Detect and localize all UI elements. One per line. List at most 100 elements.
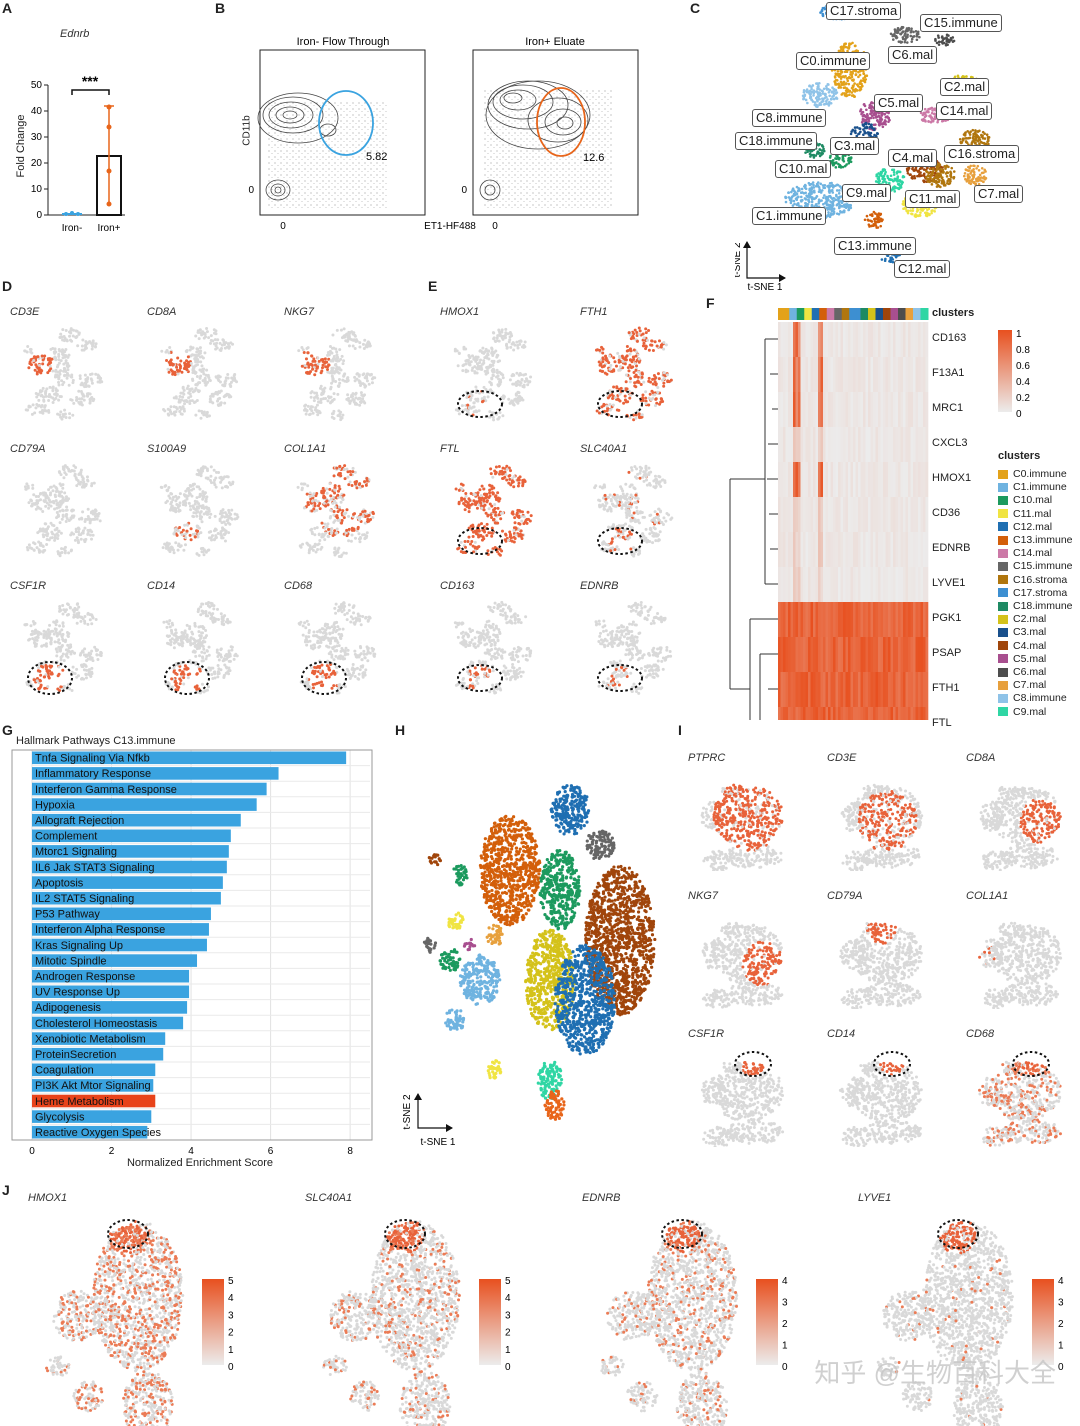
f-legend-swatch: [998, 681, 1008, 690]
f-heat-cell: [788, 602, 791, 637]
f-heat-cell: [888, 392, 891, 427]
f-heat-cell: [863, 322, 866, 357]
f-heat-cell: [921, 672, 924, 707]
g-bar-label: Kras Signaling Up: [35, 940, 123, 952]
f-heat-cell: [778, 707, 781, 720]
c-cell-dot: [800, 196, 803, 199]
a-significance: ***: [82, 73, 99, 89]
c-cell-dot: [933, 210, 936, 213]
f-heat-cell: [846, 392, 849, 427]
h-cell-dot: [535, 886, 538, 889]
c-cell-dot: [819, 155, 822, 158]
c-cell-dot: [808, 193, 811, 196]
c-cell-dot: [825, 199, 828, 202]
h-cell-dot: [561, 865, 564, 868]
h-cell-dot: [491, 832, 494, 835]
c-cell-dot: [850, 133, 853, 136]
f-heat-cell: [853, 427, 856, 462]
f-heat-cell: [806, 532, 809, 567]
c-cell-dot: [803, 89, 806, 92]
f-heat-cell: [788, 567, 791, 602]
h-cell-dot: [549, 863, 552, 866]
f-heat-cell: [876, 672, 879, 707]
c-cell-dot: [812, 89, 815, 92]
c-cell-dot: [971, 140, 974, 143]
e-hmox1-label: HMOX1: [440, 306, 479, 318]
c-cell-dot: [967, 177, 970, 180]
c-cell-dot: [826, 207, 829, 210]
g-bar-label: P53 Pathway: [35, 909, 100, 921]
c-cell-dot: [916, 38, 919, 41]
f-heat-cell: [898, 322, 901, 357]
c-cell-dot: [950, 172, 953, 175]
f-heat-cell: [796, 322, 799, 357]
h-cell-dot: [500, 918, 503, 921]
f-heat-cell: [783, 672, 786, 707]
c-cell-dot: [790, 202, 793, 205]
f-heat-cell: [878, 322, 881, 357]
c-cell-dot: [831, 210, 834, 213]
h-cell-dot: [563, 924, 566, 927]
c-cell-dot: [941, 42, 944, 45]
c-cell-dot: [825, 87, 828, 90]
f-heat-cell: [846, 602, 849, 637]
f-heat-cell: [906, 567, 909, 602]
b-plot2-title: Iron+ Eluate: [525, 36, 585, 48]
f-heat-cell: [853, 322, 856, 357]
h-cell-dot: [527, 880, 530, 883]
f-heat-cell: [926, 392, 929, 427]
f-legend-c16-stroma: C16.stroma: [998, 574, 1067, 586]
f-legend-label: C7.mal: [1013, 679, 1046, 691]
c-cell-dot: [836, 156, 839, 159]
c-cell-dot: [827, 211, 830, 214]
h-cell-dot: [517, 829, 520, 832]
c-label-c5: C5.mal: [874, 94, 923, 112]
f-heat-cell: [836, 497, 839, 532]
f-heat-cell: [898, 707, 901, 720]
f-heat-cell: [911, 497, 914, 532]
c-cell-dot: [923, 168, 926, 171]
c-cell-dot: [788, 196, 791, 199]
f-heat-cell: [858, 602, 861, 637]
f-heat-cell: [786, 567, 789, 602]
f-legend-label: C14.mal: [1013, 547, 1052, 559]
f-heat-cell: [783, 637, 786, 672]
c-cell-dot: [879, 225, 882, 228]
d-nkg7-label: NKG7: [284, 306, 314, 318]
h-cell-dot: [589, 851, 592, 854]
f-heat-cell: [906, 357, 909, 392]
f-heat-cell: [906, 462, 909, 497]
f-heat-cell: [843, 462, 846, 497]
h-cell-dot: [484, 870, 487, 873]
f-heat-cell: [913, 357, 916, 392]
f-cluster-bar-cell: [898, 308, 902, 320]
c-cell-dot: [969, 136, 972, 139]
c-cell-dot: [861, 121, 864, 124]
f-heat-cell: [841, 322, 844, 357]
panel-label-f: F: [706, 295, 715, 311]
f-heat-cell: [908, 427, 911, 462]
h-cell-dot: [570, 817, 573, 820]
f-heat-cell: [876, 322, 879, 357]
f-heat-cell: [818, 462, 821, 497]
f-heat-cell: [883, 322, 886, 357]
h-cell-dot: [561, 879, 564, 882]
f-heat-cell: [903, 427, 906, 462]
f-heat-cell: [866, 707, 869, 720]
h-cell-dot: [493, 873, 496, 876]
c-cell-dot: [847, 88, 850, 91]
f-heat-cell: [893, 392, 896, 427]
h-cell-dot: [518, 879, 521, 882]
f-heat-cell: [903, 707, 906, 720]
f-heat-cell: [788, 707, 791, 720]
c-cell-dot: [858, 82, 861, 85]
h-cell-dot: [513, 872, 516, 875]
c-cell-dot: [907, 210, 910, 213]
f-heat-cell: [861, 637, 864, 672]
h-cell-dot: [518, 885, 521, 888]
g-bar-label: Interferon Alpha Response: [35, 924, 165, 936]
h-cell-dot: [516, 871, 519, 874]
f-heat-cell: [803, 707, 806, 720]
f-heat-cell: [806, 637, 809, 672]
h-cell-dot: [554, 923, 557, 926]
